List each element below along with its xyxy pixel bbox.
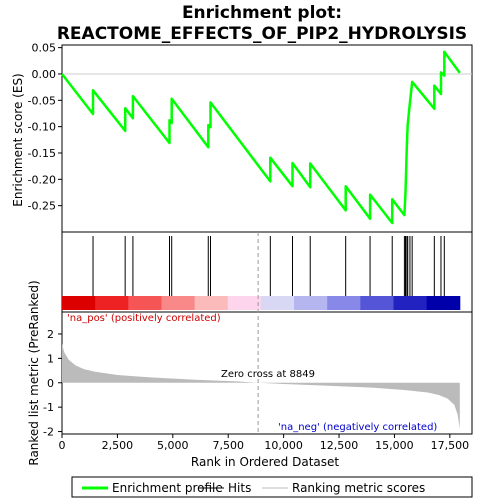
xtick-label: 10,000: [264, 439, 303, 452]
legend-label: Ranking metric scores: [292, 481, 425, 495]
heat-bar-segment: [393, 296, 428, 310]
neg-correlated-label: 'na_neg' (negatively correlated): [278, 422, 437, 433]
metric-ytick-label: 0: [47, 377, 54, 390]
xtick-label: 5,000: [157, 439, 189, 452]
hits-panel: [61, 231, 473, 313]
heat-bar-segment: [260, 296, 295, 310]
x-axis-label: Rank in Ordered Dataset: [191, 455, 339, 469]
metric-ytick-label: 2: [47, 328, 54, 341]
xtick-label: 7,500: [212, 439, 244, 452]
heat-bar-segment: [161, 296, 196, 310]
heat-bar-segment: [227, 296, 262, 310]
pos-correlated-label: 'na_pos' (positively correlated): [67, 313, 221, 324]
chart-title-line1: Enrichment plot:: [182, 3, 342, 23]
es-ytick-label: 0.00: [32, 68, 57, 81]
heat-bar-segment: [128, 296, 162, 310]
es-ytick-label: -0.05: [28, 94, 56, 107]
heat-bar-segment: [426, 296, 461, 310]
es-ylabel: Enrichment score (ES): [11, 73, 25, 206]
metric-ytick-label: -2: [43, 426, 54, 439]
es-ytick-label: -0.10: [28, 121, 56, 134]
heat-bar-segment: [194, 296, 229, 310]
es-panel: 0.05 0.00 -0.05 -0.10 -0.15 -0.20 -0.25 Enrich…: [11, 42, 473, 233]
metric-panel-frame: [61, 311, 473, 435]
metric-ylabel: Ranked list metric (PreRanked): [27, 280, 41, 465]
heat-bar-segment: [62, 296, 96, 310]
heat-bar-segment: [95, 296, 129, 310]
es-ytick-label: -0.15: [28, 147, 56, 160]
heat-bar-segment: [360, 296, 395, 310]
xtick-label: 12,500: [320, 439, 359, 452]
metric-panel: 2 1 0 -1 -2 0 2,500 5,000 7,500 10,000 12,500 15,0…: [27, 232, 473, 469]
heat-bar-segment: [294, 296, 328, 310]
chart-title-line2: REACTOME_EFFECTS_OF_PIP2_HYDROLYSIS: [57, 24, 467, 44]
xtick-label: 17,500: [431, 439, 470, 452]
zero-cross-label: Zero cross at 8849: [221, 369, 315, 380]
es-ytick-label: -0.20: [28, 173, 56, 186]
xtick-label: 15,000: [375, 439, 414, 452]
legend-frame: [71, 476, 473, 498]
es-panel-frame: [61, 44, 473, 233]
ranking-metric-area: [62, 343, 460, 430]
heat-bar-segment: [327, 296, 361, 310]
es-ytick-label: -0.25: [28, 200, 56, 213]
legend-label: Enrichment profile: [112, 481, 223, 495]
metric-ytick-label: -1: [43, 401, 54, 414]
xtick-label: 2,500: [102, 439, 134, 452]
es-ytick-label: 0.05: [32, 42, 57, 55]
enrichment-profile-line: [61, 50, 461, 225]
metric-ytick-label: 1: [47, 352, 54, 365]
xtick-label: 0: [59, 439, 66, 452]
legend: Enrichment profile Hits Ranking metric sco…: [71, 476, 473, 498]
legend-label: Hits: [228, 481, 251, 495]
